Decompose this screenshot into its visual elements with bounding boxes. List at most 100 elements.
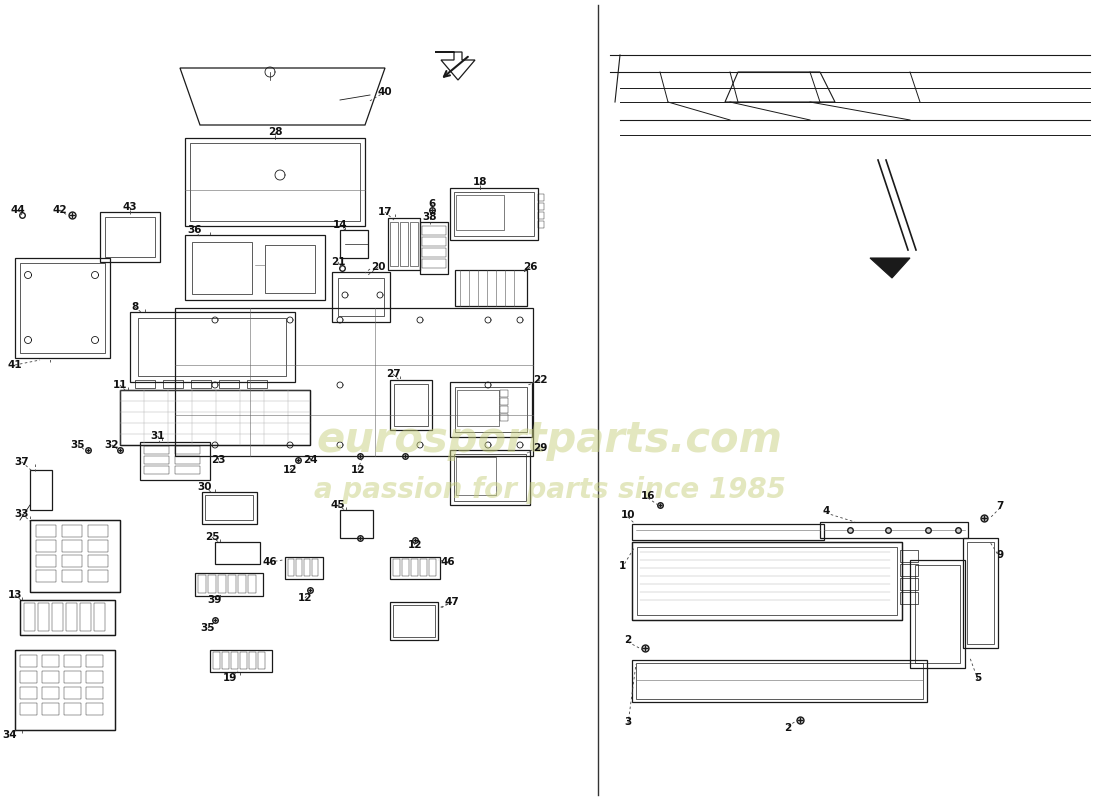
Text: 31: 31 [151,431,165,441]
Bar [390,602,438,640]
Bar [910,560,965,668]
Bar [86,655,103,667]
Text: 17: 17 [377,207,393,217]
Bar [402,559,409,576]
Text: 40: 40 [377,87,393,97]
Bar [135,380,155,388]
Text: 28: 28 [267,127,283,137]
Bar [15,650,116,730]
Bar [20,600,115,635]
Bar [393,559,400,576]
Bar [962,538,998,648]
Bar [249,652,256,669]
Bar [15,258,110,358]
Bar [130,312,295,382]
Bar [175,308,534,456]
Bar [456,390,499,426]
Bar [900,578,918,590]
Bar [265,245,315,293]
Bar [238,575,246,593]
Bar [42,655,59,667]
Text: 21: 21 [331,257,345,267]
Bar [332,272,390,322]
Bar [538,212,544,219]
Bar [191,380,211,388]
Text: 12: 12 [298,593,312,603]
Bar [340,230,368,258]
Text: 10: 10 [620,510,636,520]
Bar [86,671,103,683]
Bar [915,565,960,663]
Bar [967,542,994,644]
Text: 3: 3 [625,717,631,727]
Text: 25: 25 [205,532,219,542]
Bar [288,559,294,576]
Bar [456,457,496,495]
Bar [456,195,504,230]
Bar [538,194,544,201]
Bar [900,564,918,576]
Text: 24: 24 [302,455,317,465]
Bar [138,318,286,376]
Text: 4: 4 [823,506,829,516]
Bar [304,559,310,576]
Bar [120,390,310,445]
Text: 39: 39 [208,595,222,605]
Text: 12: 12 [351,465,365,475]
Bar [455,387,527,432]
Bar [296,559,303,576]
Bar [420,222,448,274]
Bar [36,570,56,582]
Bar [20,671,37,683]
Bar [80,603,91,631]
Bar [500,406,508,413]
Bar [120,390,310,445]
Bar [24,603,35,631]
Text: eurosportparts.com: eurosportparts.com [317,419,783,461]
Bar [400,222,408,266]
Bar [454,454,526,501]
Bar [240,652,248,669]
Polygon shape [870,258,910,278]
Text: 1: 1 [618,561,626,571]
Bar [285,557,323,579]
Bar [20,687,37,699]
Bar [820,522,968,538]
Bar [36,540,56,552]
Bar [422,248,446,257]
Bar [42,671,59,683]
Bar [86,687,103,699]
Bar [62,555,82,567]
Bar [88,540,108,552]
Bar [175,466,200,474]
Bar [88,555,108,567]
Bar [455,270,527,306]
Bar [422,226,446,235]
Bar [228,575,236,593]
Bar [637,547,896,615]
Bar [30,470,52,510]
Bar [195,573,263,596]
Bar [104,217,155,257]
Bar [20,655,37,667]
Bar [202,492,257,524]
Bar [538,203,544,210]
Text: 16: 16 [640,491,656,501]
Bar [62,540,82,552]
Text: 46: 46 [441,557,455,567]
Text: 46: 46 [263,557,277,567]
Bar [231,652,238,669]
Bar [450,382,532,437]
Text: 35: 35 [200,623,216,633]
Bar [39,603,50,631]
Bar [20,600,115,635]
Text: 38: 38 [422,212,438,222]
Bar [190,143,360,221]
Text: 2: 2 [625,635,631,645]
Bar [219,380,239,388]
Bar [30,520,120,592]
Bar [66,603,77,631]
Bar [390,557,440,579]
Bar [88,525,108,537]
Bar [248,380,267,388]
